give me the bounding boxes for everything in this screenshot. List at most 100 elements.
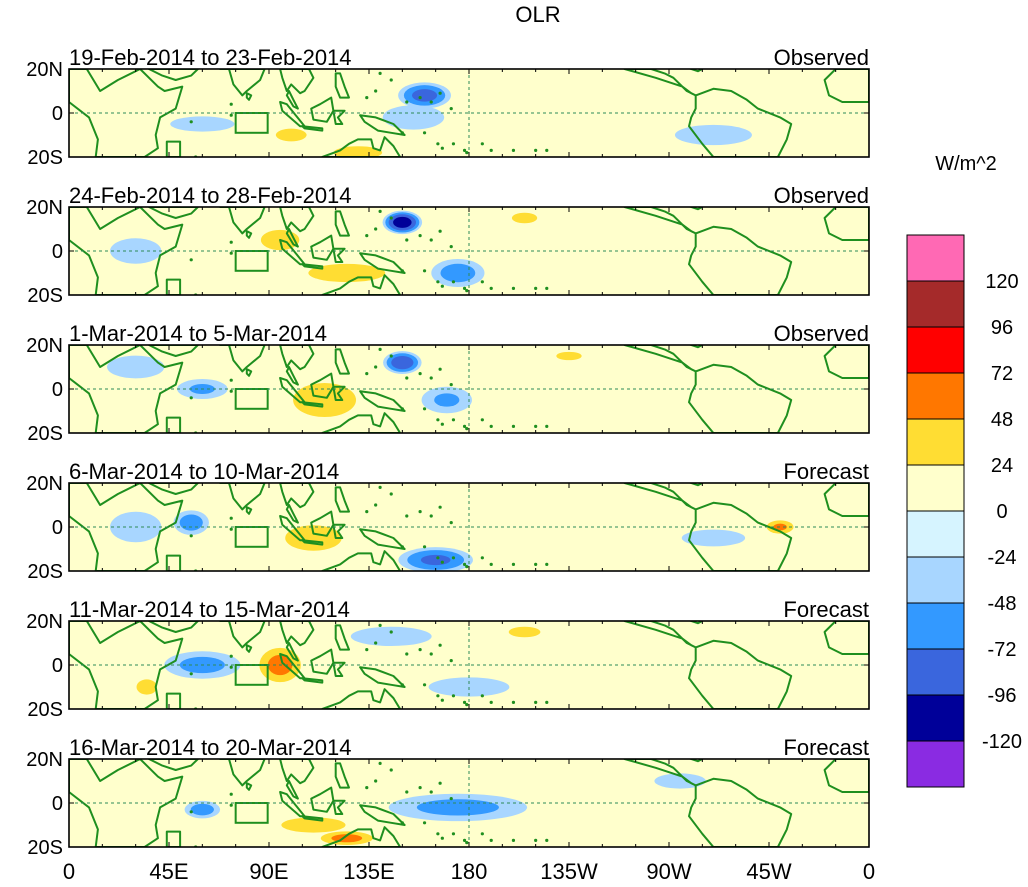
island-5 xyxy=(451,142,456,146)
coastline-5 xyxy=(279,483,315,509)
island-11 xyxy=(405,652,409,656)
island-8 xyxy=(449,521,453,525)
colorbar-swatch xyxy=(906,464,965,512)
island-12 xyxy=(436,710,439,713)
island-25 xyxy=(429,376,433,380)
island-9 xyxy=(378,623,382,627)
coastline-15 xyxy=(688,87,793,157)
y-tick-label: 20N xyxy=(26,197,63,219)
y-tick-label: 20N xyxy=(26,611,63,633)
island-12 xyxy=(436,572,439,575)
coastline-2 xyxy=(165,278,182,295)
island-20 xyxy=(229,803,233,807)
colorbar-swatch xyxy=(906,740,965,788)
panel-period: 6-Mar-2014 to 10-Mar-2014 xyxy=(69,459,339,484)
colorbar: 120 96 72 48 24 0 -24 -48 -72 -96 -120 xyxy=(906,234,1022,788)
colorbar-label: 0 xyxy=(996,501,1007,523)
coastline-3 xyxy=(219,621,266,649)
island-10 xyxy=(389,354,393,358)
panel-1: 20N 0 20S 19-Feb-2014 to 23-Feb-2014 Observe… xyxy=(26,45,870,169)
coastline-4 xyxy=(245,230,253,239)
island-8 xyxy=(449,383,453,387)
island-25 xyxy=(429,652,433,656)
island-1 xyxy=(400,131,404,135)
island-10 xyxy=(389,630,393,634)
panel-period: 19-Feb-2014 to 23-Feb-2014 xyxy=(69,45,352,70)
island-5 xyxy=(451,832,456,836)
coastline-13 xyxy=(321,826,402,847)
island-4 xyxy=(462,838,467,842)
island-26 xyxy=(440,146,444,150)
island-16 xyxy=(511,148,516,152)
island-15 xyxy=(489,148,493,152)
coastline-11 xyxy=(334,486,350,513)
island-18 xyxy=(545,838,549,842)
island-1 xyxy=(400,821,404,825)
anomaly-contour-5 xyxy=(333,146,383,157)
colorbar-label: -48 xyxy=(988,593,1017,615)
coastline-6 xyxy=(285,90,299,110)
coastline-12 xyxy=(359,528,406,550)
island-20 xyxy=(229,665,233,669)
island-8 xyxy=(449,245,453,249)
y-tick-label: 20S xyxy=(27,285,63,307)
coastline-3 xyxy=(219,483,266,511)
x-tick-label: 90W xyxy=(646,859,691,884)
island-3 xyxy=(436,418,440,422)
coastline-10 xyxy=(332,385,346,401)
island-10 xyxy=(389,216,393,220)
coastline-11 xyxy=(334,72,350,99)
island-2 xyxy=(422,545,427,549)
anomaly-contour-4 xyxy=(434,393,460,407)
island-10 xyxy=(389,768,393,772)
island-4 xyxy=(462,424,467,428)
island-9 xyxy=(378,761,382,765)
coastline-16 xyxy=(688,759,704,763)
anomaly-contour-6 xyxy=(412,89,438,102)
island-8 xyxy=(449,659,453,663)
island-26 xyxy=(440,698,444,702)
island-16 xyxy=(511,838,516,842)
island-9 xyxy=(378,485,382,489)
island-11 xyxy=(405,376,409,380)
coastline-2 xyxy=(165,692,182,709)
island-12 xyxy=(436,848,439,851)
anomaly-contour-6 xyxy=(420,554,451,566)
island-3 xyxy=(436,280,440,284)
coastline-12 xyxy=(359,114,406,136)
island-21 xyxy=(189,810,193,814)
coastline-11 xyxy=(334,348,350,375)
island-4 xyxy=(462,286,467,290)
coastline-5 xyxy=(279,207,315,233)
coastline-12 xyxy=(359,804,406,826)
coastline-18 xyxy=(148,69,199,81)
coastline-18 xyxy=(148,483,199,495)
y-tick-label: 0 xyxy=(52,517,63,539)
island-12 xyxy=(436,434,439,437)
coastline-12 xyxy=(359,666,406,688)
coastline-11 xyxy=(334,624,350,651)
island-12 xyxy=(436,296,439,299)
panel-4: 20N 0 20S 6-Mar-2014 to 10-Mar-2014 Forecast xyxy=(26,459,870,583)
panel-status: Observed xyxy=(774,321,869,346)
island-16 xyxy=(511,700,516,704)
island-23 xyxy=(365,96,369,100)
colorbar-label: 96 xyxy=(991,317,1013,339)
colorbar-swatch xyxy=(906,556,965,604)
chart-title: OLR xyxy=(515,2,560,27)
island-1 xyxy=(400,269,404,273)
coastline-6 xyxy=(285,504,299,524)
colorbar-label: -24 xyxy=(988,547,1017,569)
x-tick-label: 0 xyxy=(863,859,875,884)
coastline-17 xyxy=(823,69,869,103)
coastline-17 xyxy=(823,345,869,379)
coastline-16 xyxy=(688,69,704,73)
coastline-3 xyxy=(219,759,266,787)
island-11 xyxy=(405,100,409,104)
coastline-3 xyxy=(219,207,266,235)
island-11 xyxy=(405,790,409,794)
island-14 xyxy=(480,418,484,422)
island-25 xyxy=(429,100,433,104)
anomaly-contour-4 xyxy=(382,105,445,130)
x-tick-label: 135E xyxy=(343,859,394,884)
